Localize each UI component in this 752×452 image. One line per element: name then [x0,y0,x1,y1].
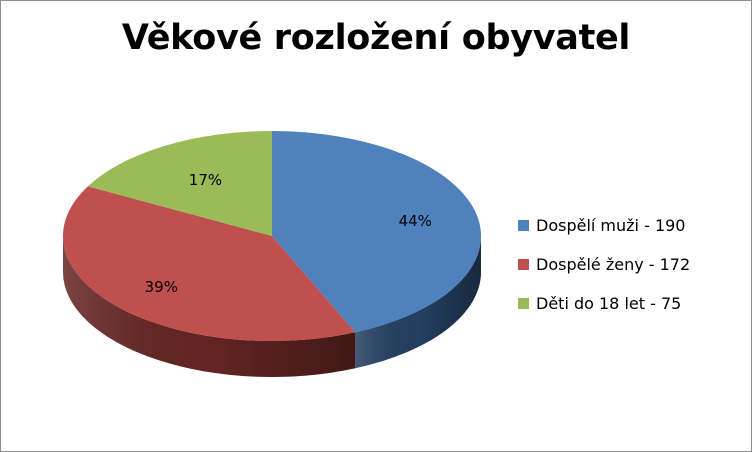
pie-slice-deti [87,131,272,236]
legend-label: Dospělé ženy - 172 [536,255,691,274]
legend: Dospělí muži - 190 Dospělé ženy - 172 Dě… [518,206,690,323]
chart-title: Věkové rozložení obyvatel [121,18,631,58]
pie-slice-dospeli-muzi [272,131,481,333]
legend-label: Dospělí muži - 190 [536,216,686,235]
pie-slice-dospele-zeny [62,186,356,342]
legend-swatch [518,298,529,309]
pie-tops [62,131,481,342]
slice-label-dospele-zeny: 39% [145,278,178,296]
slice-label-dospeli-muzi: 44% [399,212,432,230]
pie-side-shade [355,236,481,369]
pie-side-shade [63,236,356,377]
legend-label: Děti do 18 let - 75 [536,294,682,313]
legend-item-deti: Děti do 18 let - 75 [518,284,690,323]
legend-item-dospele-zeny: Dospělé ženy - 172 [518,245,690,284]
legend-item-dospeli-muzi: Dospělí muži - 190 [518,206,690,245]
legend-swatch [518,220,529,231]
legend-swatch [518,259,529,270]
slice-label-deti: 17% [189,171,222,189]
pie-labels: 44% 39% 17% [145,171,432,296]
pie-sides [63,236,481,377]
